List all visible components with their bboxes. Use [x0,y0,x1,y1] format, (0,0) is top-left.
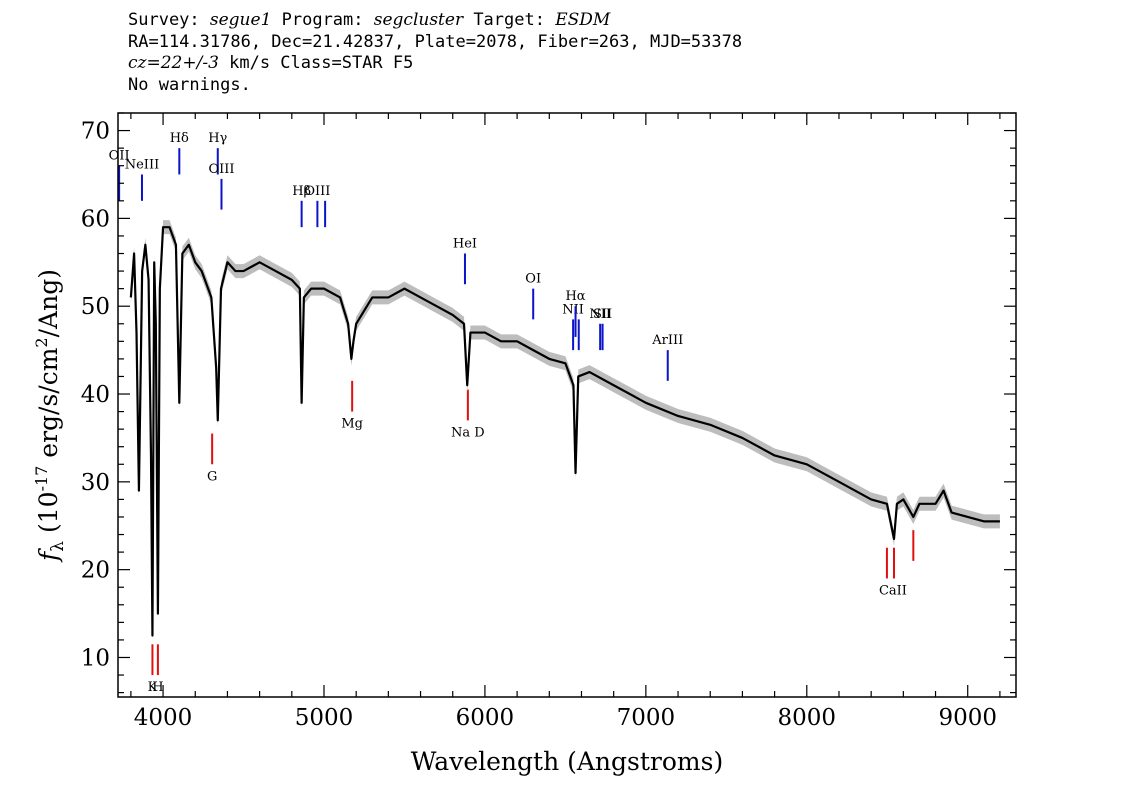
survey-line: Survey: segue1 Program: segcluster Targe… [128,10,611,30]
absorption-line-label: Na D [451,425,485,440]
absorption-line-label: CaII [879,583,907,598]
x-tick-label: 5000 [295,705,354,731]
y-axis-label: fλ (10-17 erg/s/cm2/Ang) [32,269,68,563]
absorption-line-label: H [152,680,163,695]
emission-line-label: Hγ [208,131,227,146]
spectrum-series [129,220,1000,643]
emission-line-label: OIII [208,162,234,177]
y-tick-label: 70 [81,119,110,145]
emission-line-label: HeI [453,237,477,252]
emission-line-label: NII [589,307,611,322]
y-tick-label: 50 [81,294,110,320]
error-band [130,220,1000,643]
y-tick-label: 30 [81,470,110,496]
emission-line-label: Hα [565,289,585,304]
x-tick-label: 4000 [134,705,193,731]
y-tick-label: 60 [81,206,110,232]
emission-line-label: SII [593,307,612,322]
x-tick-label: 9000 [938,705,997,731]
y-tick-label: 20 [81,558,110,584]
x-tick-label: 7000 [617,705,676,731]
absorption-line-label: Mg [341,417,363,432]
x-tick-label: 6000 [456,705,515,731]
axes: 4000 5000 6000 7000 8000 9000 10 20 30 40 50 60 70 Wa… [32,112,1017,776]
emission-line-label: ArIII [651,333,683,348]
emission-line-label: OIII [304,184,330,199]
x-axis-label: Wavelength (Angstroms) [411,747,723,776]
warnings-line: No warnings. [128,74,251,95]
emission-line-label: OI [525,272,541,287]
x-tick-label: 8000 [778,705,837,731]
coordinates-line: RA=114.31786, Dec=21.42837, Plate=2078, … [128,31,743,52]
emission-line-label: NII [562,302,584,317]
redshift-line: cz=22+/-3 km/s Class=STAR F5 [128,53,414,73]
emission-line-label: Hδ [170,131,189,146]
absorption-line-label: G [207,469,217,484]
y-tick-label: 40 [81,382,110,408]
emission-line-label: NeIII [125,157,159,172]
y-tick-label: 10 [81,645,110,671]
plot-frame [117,112,1017,698]
spectrum-header: Survey: segue1 Program: segcluster Targe… [128,10,742,96]
spectrum-line [129,226,1000,637]
emission-line-label: Hβ [292,184,311,199]
absorption-line-label: K [148,680,158,695]
emission-line-label: OII [109,149,130,164]
